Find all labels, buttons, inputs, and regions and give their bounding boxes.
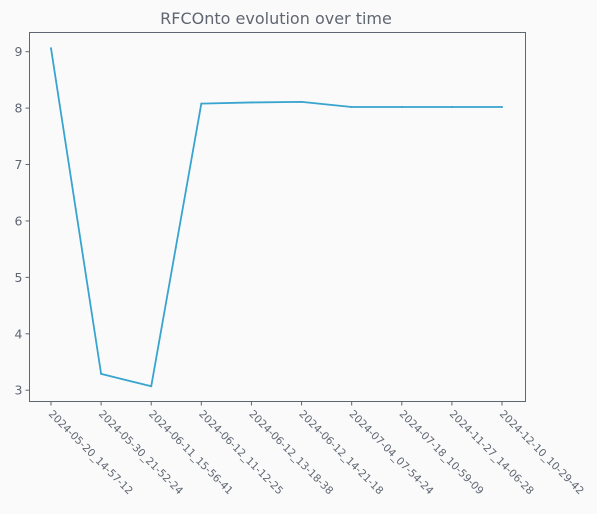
- x-tick-label: 2024-06-12_11-12-25: [196, 408, 285, 497]
- x-tick-label: 2024-05-30_21-52-24: [96, 408, 185, 497]
- data-point: [100, 372, 103, 375]
- data-point: [300, 100, 303, 103]
- x-tick-label: 2024-12-10_10-29-42: [497, 408, 586, 497]
- data-point: [50, 47, 52, 50]
- y-tick-label: 9: [15, 44, 23, 59]
- y-axis: 3 4 5 6 7 8 9: [15, 44, 30, 398]
- data-point: [150, 385, 153, 388]
- x-tick-label: 2024-07-18_10-59-09: [397, 408, 486, 497]
- data-point: [200, 102, 203, 105]
- x-tick-label: 2024-06-12_13-18-38: [246, 408, 335, 497]
- series-line: [50, 48, 502, 388]
- y-tick-label: 7: [15, 157, 23, 172]
- plot-area-frame: [29, 32, 526, 402]
- x-tick-label: 2024-07-04_07-54-24: [347, 408, 436, 497]
- x-tick-label: 2024-05-20_14-57-12: [46, 408, 135, 497]
- y-tick-label: 3: [15, 383, 23, 398]
- data-point: [350, 105, 353, 108]
- y-tick-label: 4: [15, 326, 23, 341]
- data-point: [501, 105, 503, 108]
- data-point: [250, 101, 253, 104]
- x-tick-label: 2024-11-27_14-06-28: [447, 408, 536, 497]
- data-point: [400, 105, 403, 108]
- x-tick-label: 2024-06-12_14-21-18: [296, 408, 385, 497]
- y-tick-label: 8: [15, 101, 23, 116]
- series-layer: [50, 47, 503, 388]
- y-tick-label: 6: [15, 213, 23, 228]
- x-tick-label: 2024-06-11_15-56-41: [146, 408, 235, 497]
- x-axis: 2024-05-20_14-57-122024-05-30_21-52-2420…: [46, 401, 586, 497]
- y-tick-label: 5: [15, 270, 23, 285]
- chart-title: RFCOnto evolution over time: [160, 9, 392, 28]
- data-point: [450, 105, 453, 108]
